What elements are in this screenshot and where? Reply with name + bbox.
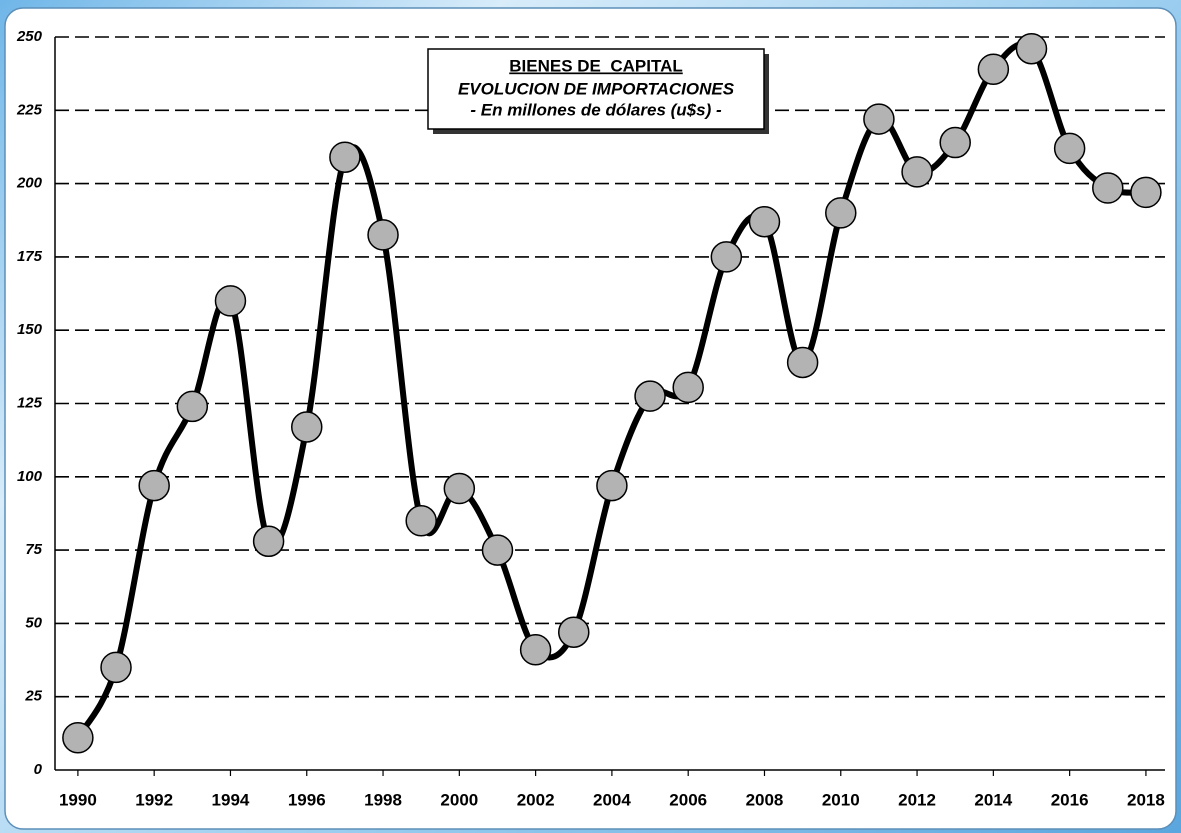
data-point [443, 472, 476, 505]
data-point [901, 156, 933, 188]
x-tick-label: 2010 [822, 790, 860, 809]
data-point [176, 390, 209, 423]
chart-title: BIENES DE CAPITAL [509, 56, 682, 75]
data-point [825, 197, 857, 229]
data-point [1092, 172, 1124, 204]
data-point [863, 103, 895, 135]
data-point [367, 219, 399, 251]
title-box [427, 48, 765, 130]
x-tick-label: 1990 [59, 790, 97, 809]
data-point [519, 634, 552, 666]
data-point [596, 469, 628, 502]
x-tick-label: 1996 [288, 790, 326, 809]
y-tick-label: 150 [17, 321, 43, 338]
data-point [634, 380, 666, 412]
x-tick-label: 2000 [440, 790, 478, 809]
x-tick-label: 2002 [517, 790, 555, 809]
data-point [672, 371, 704, 404]
data-point [710, 241, 743, 273]
y-tick-label: 175 [17, 248, 43, 265]
y-tick-label: 250 [16, 28, 43, 45]
y-tick-label: 50 [25, 614, 42, 631]
x-tick-label: 2014 [974, 790, 1012, 809]
y-tick-label: 100 [17, 468, 43, 485]
data-point [939, 126, 971, 159]
data-point [405, 505, 437, 537]
y-tick-label: 0 [34, 761, 43, 778]
data-point [481, 534, 514, 566]
data-point [100, 651, 132, 684]
data-point [62, 721, 94, 754]
data-point [1015, 32, 1048, 65]
data-point [748, 205, 781, 238]
y-tick-label: 125 [17, 394, 43, 411]
data-point [138, 469, 170, 502]
data-point [977, 53, 1010, 86]
y-tick-label: 25 [24, 688, 42, 705]
y-tick-label: 225 [16, 101, 43, 118]
y-tick-label: 200 [16, 175, 43, 192]
chart-subtitle: - En millones de dólares (u$s) - [470, 100, 722, 119]
x-tick-label: 2018 [1127, 790, 1165, 809]
x-tick-label: 2012 [898, 790, 936, 809]
x-tick-label: 2016 [1051, 790, 1089, 809]
data-point [329, 141, 361, 173]
data-point [786, 346, 819, 379]
x-tick-label: 1998 [364, 790, 402, 809]
y-tick-label: 75 [25, 541, 42, 558]
x-tick-label: 2006 [669, 790, 707, 809]
data-point [1130, 176, 1162, 209]
x-tick-label: 1994 [212, 790, 250, 809]
x-tick-label: 2004 [593, 790, 631, 809]
data-point [252, 525, 285, 558]
x-tick-label: 2008 [746, 790, 784, 809]
chart-subtitle: EVOLUCION DE IMPORTACIONES [458, 79, 735, 98]
x-tick-label: 1992 [135, 790, 173, 809]
data-point [291, 411, 323, 443]
data-point [558, 616, 590, 648]
data-point [214, 285, 247, 317]
data-point [1053, 132, 1086, 165]
